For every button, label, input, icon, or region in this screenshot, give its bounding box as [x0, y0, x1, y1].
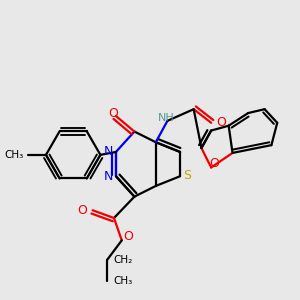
Text: O: O	[77, 204, 87, 217]
Text: S: S	[184, 169, 192, 182]
Text: CH₃: CH₃	[114, 276, 133, 286]
Text: CH₃: CH₃	[4, 150, 23, 160]
Text: NH: NH	[158, 113, 174, 123]
Text: O: O	[108, 106, 118, 120]
Text: O: O	[209, 157, 219, 169]
Text: N: N	[103, 146, 113, 158]
Text: O: O	[216, 116, 226, 129]
Text: O: O	[123, 230, 133, 243]
Text: CH₂: CH₂	[114, 255, 133, 265]
Text: N: N	[103, 170, 113, 183]
